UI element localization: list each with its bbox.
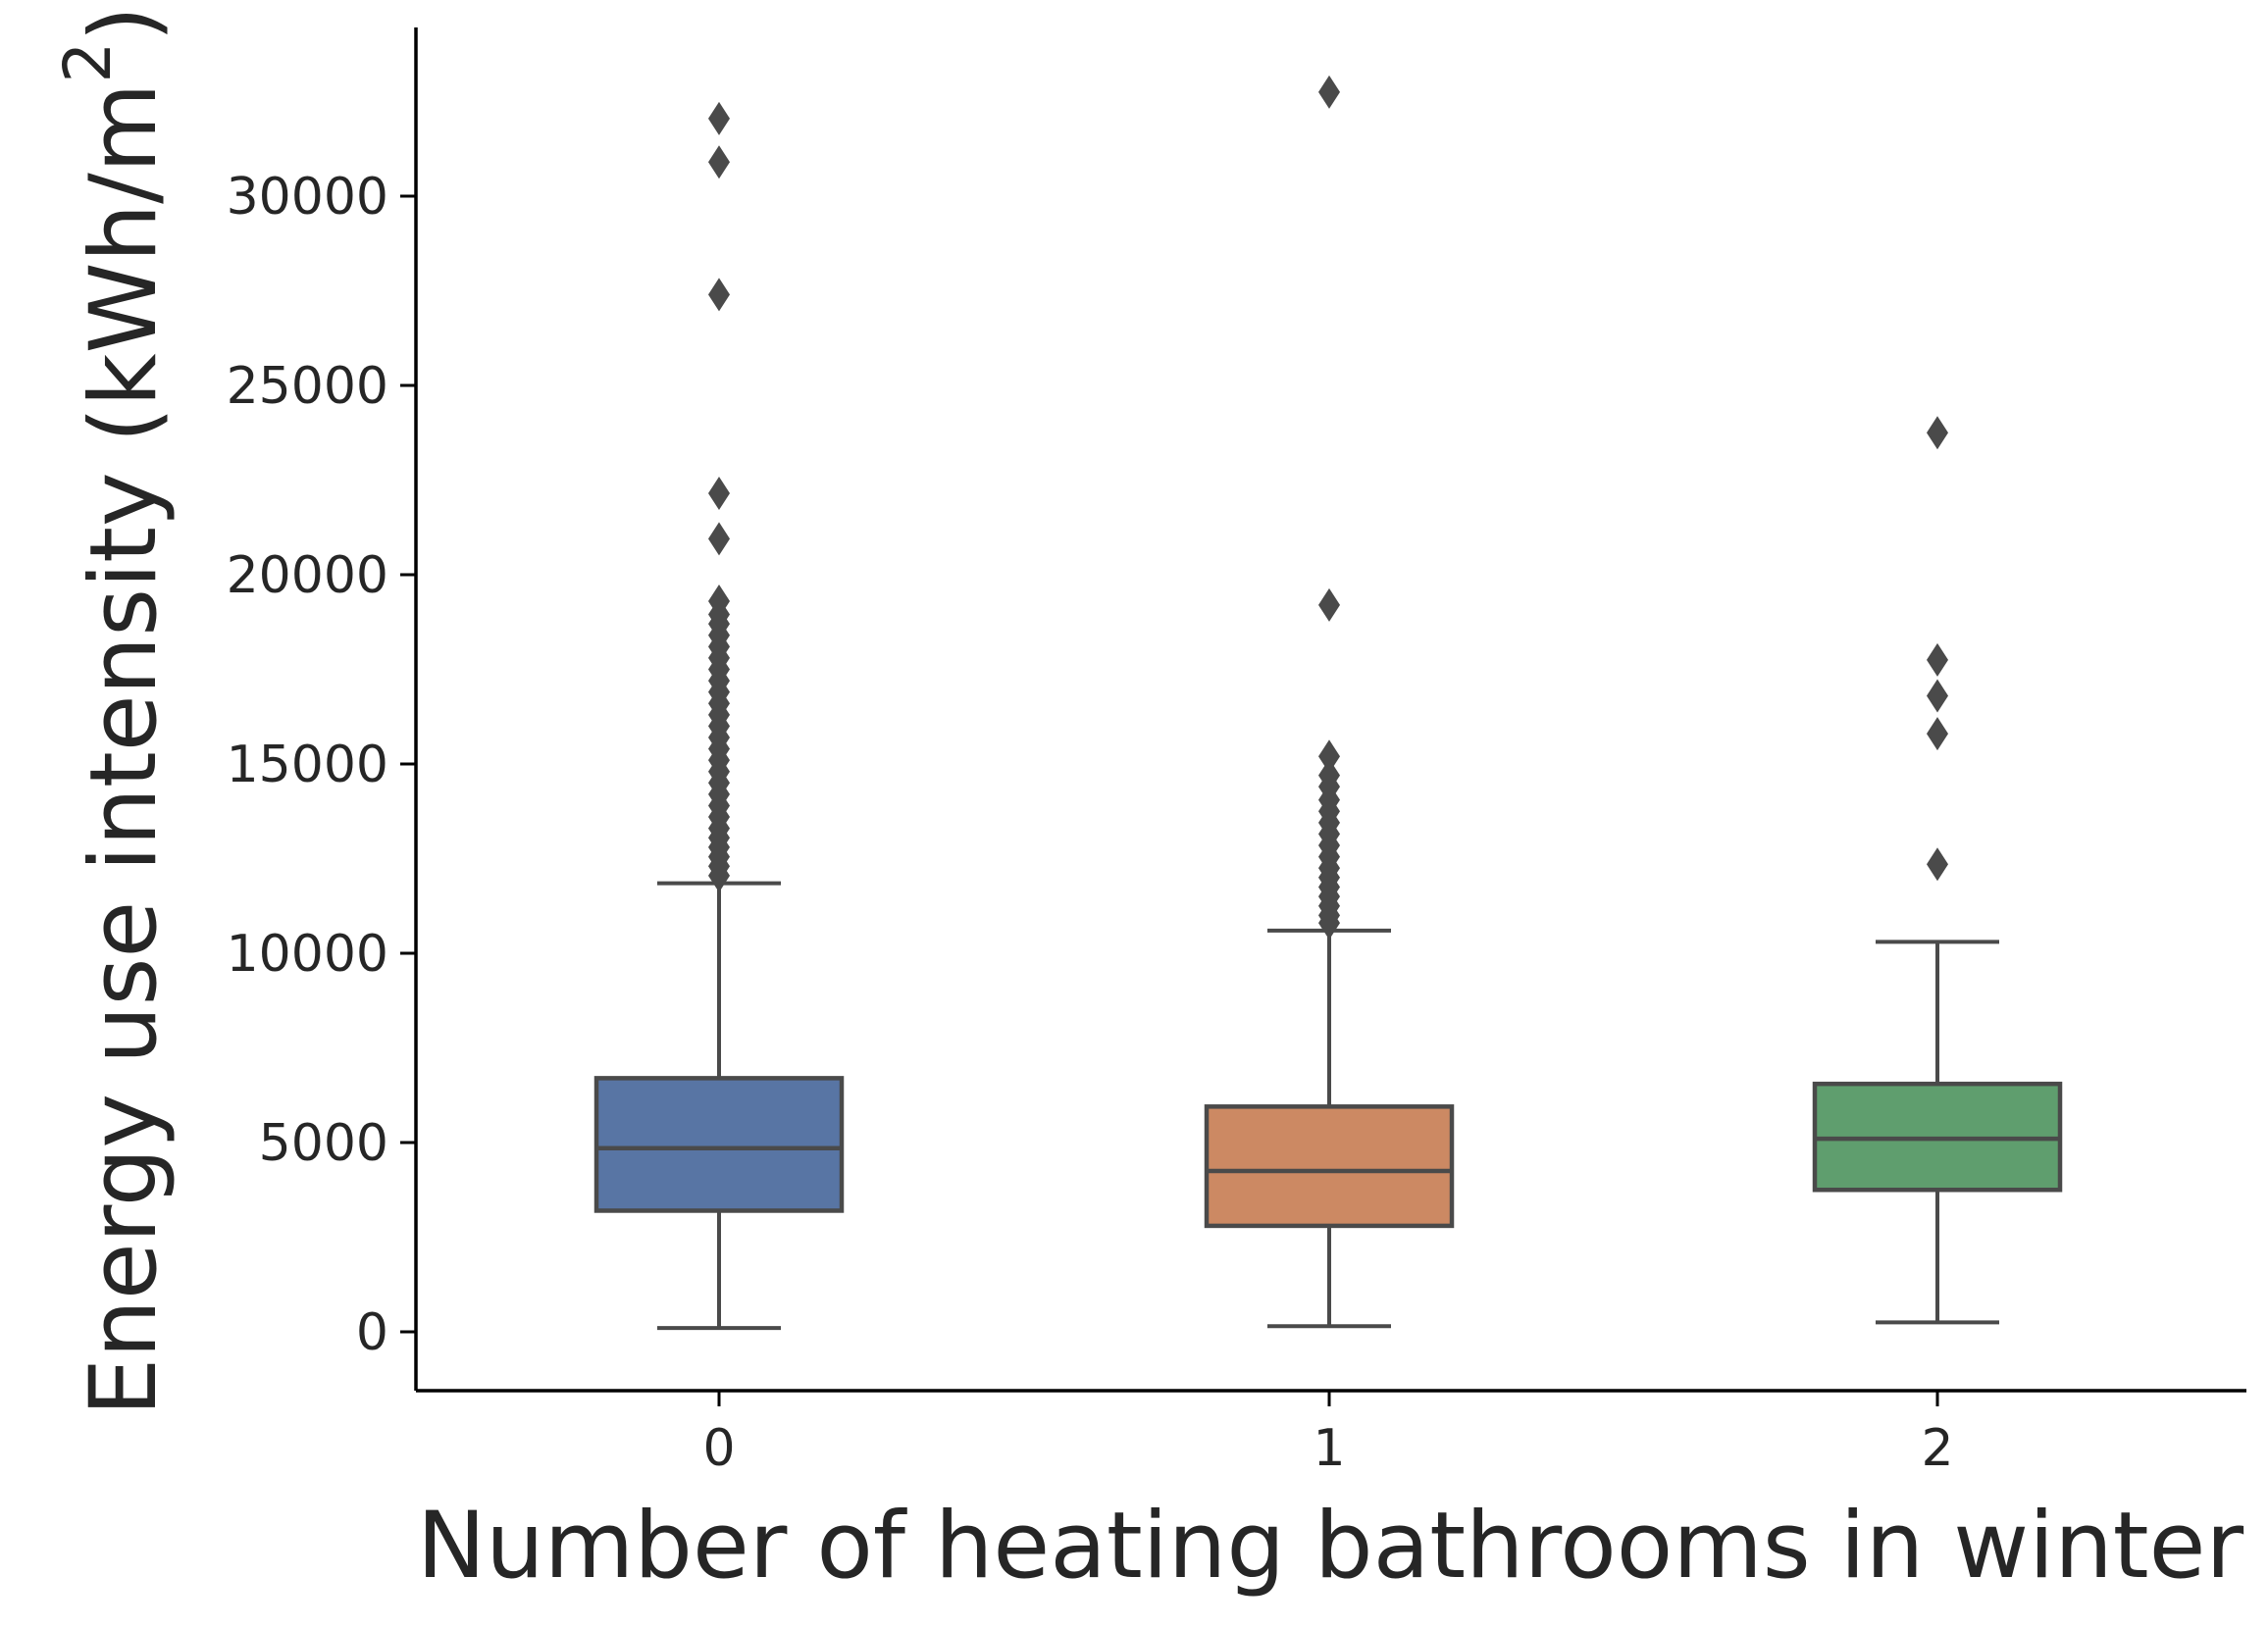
x-ticks: 0 1 2 — [702, 1391, 1954, 1478]
outlier-marker — [1927, 416, 1948, 450]
y-axis-title-superscript: 2 — [50, 42, 126, 83]
y-tick-label: 25000 — [227, 357, 388, 416]
box-group-0 — [593, 101, 845, 1331]
box-group-2 — [1812, 416, 2063, 1325]
y-tick-label: 30000 — [227, 168, 388, 227]
y-tick-label: 0 — [356, 1303, 388, 1362]
x-axis-title: Number of heating bathrooms in winter — [417, 1493, 2244, 1600]
outlier-marker — [708, 585, 730, 619]
y-axis-title-closing: ) — [71, 6, 178, 42]
outlier-marker — [708, 477, 730, 511]
outlier-marker — [708, 145, 730, 179]
outlier-marker — [1318, 75, 1340, 109]
y-axis-title-text: Energy use intensity (kWh/m — [71, 83, 178, 1417]
outlier-marker — [708, 522, 730, 556]
outlier-marker — [1927, 642, 1948, 677]
outlier-marker — [1318, 587, 1340, 622]
x-tick-label: 1 — [1313, 1419, 1345, 1478]
outlier-marker — [708, 278, 730, 312]
box-iqr — [593, 1076, 845, 1213]
outlier-marker — [1318, 758, 1340, 792]
y-tick-label: 20000 — [227, 546, 388, 605]
outlier-marker — [1927, 847, 1948, 882]
box-group-1 — [1204, 75, 1455, 1329]
outlier-marker — [1318, 739, 1340, 774]
y-tick-label: 10000 — [227, 925, 388, 984]
y-axis-title: Energy use intensity (kWh/m2) — [50, 6, 178, 1416]
box-iqr — [1204, 1104, 1455, 1229]
outlier-marker — [1927, 717, 1948, 751]
outlier-marker — [1927, 679, 1948, 713]
x-tick-label: 0 — [702, 1419, 735, 1478]
axes-layer — [414, 27, 2246, 1393]
y-tick-label: 5000 — [259, 1114, 388, 1173]
y-tick-label: 15000 — [227, 736, 388, 794]
outlier-marker — [708, 101, 730, 135]
boxes-layer — [593, 75, 2063, 1331]
y-ticks: 0 5000 10000 15000 20000 25000 30000 — [227, 168, 416, 1362]
x-tick-label: 2 — [1921, 1419, 1953, 1478]
